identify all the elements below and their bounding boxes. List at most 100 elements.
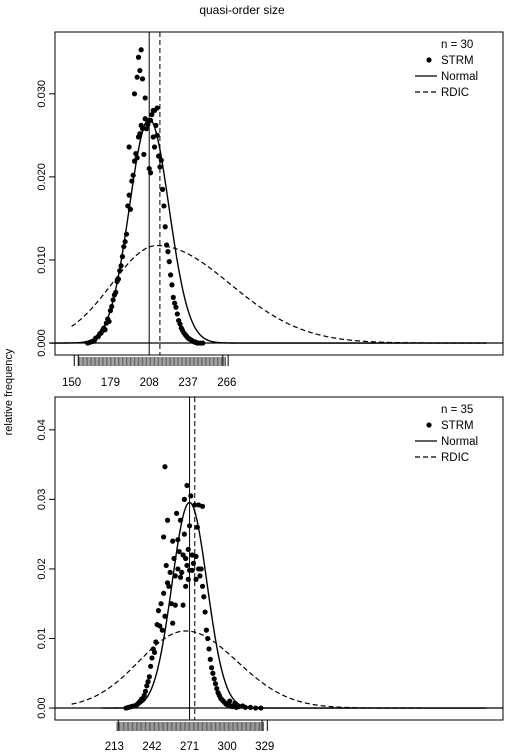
strm-point xyxy=(122,239,128,245)
strm-point xyxy=(123,231,130,237)
strm-point xyxy=(129,178,135,184)
strm-point xyxy=(227,698,233,704)
strm-point xyxy=(126,144,132,150)
strm-point xyxy=(185,546,191,553)
strm-point xyxy=(161,534,167,540)
strm-point xyxy=(201,594,207,600)
strm-point xyxy=(179,569,185,576)
strm-point xyxy=(157,623,163,629)
strm-point xyxy=(154,132,160,138)
strm-point xyxy=(143,126,150,132)
strm-point xyxy=(199,503,206,509)
strm-point xyxy=(139,76,146,82)
legend-normal-label: Normal xyxy=(441,71,478,83)
y-tick-label: 0.020 xyxy=(36,163,48,191)
strm-point xyxy=(242,704,248,710)
x-tick-label: 271 xyxy=(180,741,199,753)
x-tick-label: 242 xyxy=(142,741,161,753)
strm-point xyxy=(173,510,180,516)
legend-sample-size: n = 30 xyxy=(441,39,473,51)
strm-point xyxy=(146,674,152,680)
strm-point xyxy=(172,300,178,306)
strm-point xyxy=(184,562,190,569)
strm-point xyxy=(207,656,213,662)
strm-point xyxy=(153,122,159,128)
strm-point xyxy=(183,555,189,562)
strm-point xyxy=(163,562,169,569)
strm-point xyxy=(193,553,199,560)
strm-point xyxy=(193,576,199,582)
strm-point xyxy=(211,676,217,682)
strm-point xyxy=(236,704,242,710)
strm-point xyxy=(149,655,155,661)
strm-point xyxy=(155,153,162,159)
strm-point xyxy=(253,705,259,711)
figure-title: quasi-order size xyxy=(199,3,285,17)
rdic-density-curve xyxy=(71,244,487,344)
strm-point xyxy=(113,289,119,295)
strm-point xyxy=(140,697,146,703)
strm-point xyxy=(121,244,127,250)
legend-strm-label: STRM xyxy=(441,420,474,432)
legend-strm-marker xyxy=(426,57,432,63)
strm-point xyxy=(151,144,158,150)
strm-point xyxy=(159,627,165,633)
strm-point xyxy=(145,121,151,128)
y-tick-label: 0.030 xyxy=(36,80,48,108)
strm-point xyxy=(177,517,184,523)
strm-point xyxy=(127,206,134,212)
y-tick-label: 0.010 xyxy=(36,246,48,274)
strm-point xyxy=(177,574,184,580)
strm-point xyxy=(134,74,140,80)
strm-point xyxy=(141,692,147,699)
legend-sample-size: n = 35 xyxy=(441,404,473,416)
strm-point xyxy=(110,297,116,303)
strm-point xyxy=(172,573,178,579)
x-tick-label: 300 xyxy=(218,741,237,753)
y-tick-label: 0.04 xyxy=(36,419,48,440)
rdic-density-curve xyxy=(71,630,487,709)
strm-point xyxy=(194,524,200,530)
strm-point xyxy=(146,165,152,172)
plot-frame xyxy=(54,31,504,356)
strm-point xyxy=(119,254,126,260)
chart-panel-n35: 0.00 0.01 0.02 0.03 0.04 213 242 271 300 329 n = 3… xyxy=(36,396,504,753)
x-tick-label: 213 xyxy=(105,741,124,753)
strm-point xyxy=(142,688,149,694)
strm-point xyxy=(115,276,122,282)
strm-point xyxy=(198,566,204,572)
strm-point xyxy=(170,294,176,300)
plot-frame xyxy=(54,396,504,721)
strm-point xyxy=(203,627,210,633)
strm-point xyxy=(175,566,181,572)
strm-point xyxy=(159,186,166,192)
strm-point xyxy=(142,116,148,122)
strm-point xyxy=(181,496,187,502)
strm-point xyxy=(145,679,151,685)
strm-point xyxy=(131,91,138,97)
y-tick-label: 0.000 xyxy=(36,329,48,357)
legend-rdic-label: RDIC xyxy=(441,87,469,99)
strm-point xyxy=(174,311,180,317)
strm-point xyxy=(172,602,178,608)
strm-point xyxy=(161,590,167,596)
strm-point xyxy=(202,609,208,615)
strm-point xyxy=(206,646,212,652)
strm-point xyxy=(183,583,189,589)
strm-point xyxy=(161,203,167,209)
strm-point xyxy=(150,134,156,140)
strm-point xyxy=(162,464,168,470)
strm-point xyxy=(147,117,154,123)
y-tick-label: 0.03 xyxy=(36,489,48,510)
strm-point xyxy=(208,665,215,671)
strm-point xyxy=(166,583,172,589)
strm-point xyxy=(157,164,163,170)
strm-point xyxy=(169,282,175,288)
x-tick-label: 150 xyxy=(62,377,81,389)
normal-density-curve xyxy=(102,501,487,709)
strm-point xyxy=(102,327,108,333)
legend-normal-label: Normal xyxy=(441,436,478,448)
strm-point xyxy=(139,126,146,132)
strm-point xyxy=(118,263,124,269)
x-tick-label: 179 xyxy=(101,377,120,389)
